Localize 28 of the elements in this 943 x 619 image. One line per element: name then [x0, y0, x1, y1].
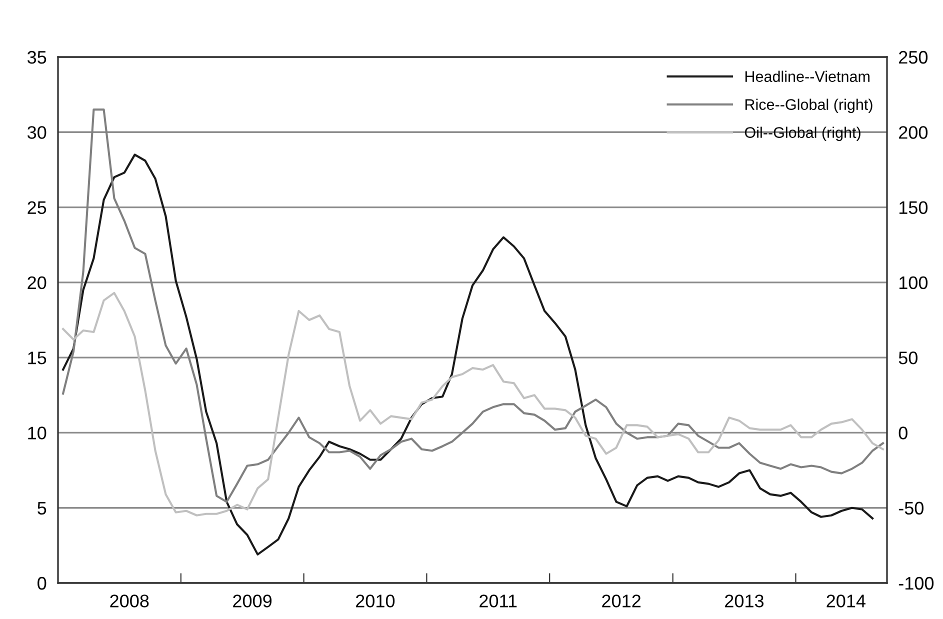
x-tick-label: 2010 [356, 594, 395, 608]
y-tick-label: 15 [28, 352, 46, 364]
line-series [62, 154, 874, 556]
line-series [62, 292, 884, 516]
y-tick-label: 0 [38, 576, 46, 590]
y-tick-label: 5 [38, 502, 46, 515]
x-tick-label: 2012 [602, 594, 641, 608]
y2-tick-label: 200 [899, 126, 928, 139]
y2-tick-label: -50 [898, 502, 924, 515]
y-tick-label: 10 [28, 426, 46, 440]
y2-tick-label: 50 [898, 352, 918, 364]
legend-label: Rice--Global (right) [745, 98, 872, 113]
x-tick-label: 2013 [725, 594, 764, 608]
y2-tick-label: 0 [898, 426, 908, 440]
y-tick-label: 35 [27, 50, 46, 64]
x-tick-label: 2009 [233, 594, 272, 608]
legend-label: Oil--Global (right) [744, 126, 860, 141]
y-tick-label: 30 [27, 126, 46, 139]
y2-tick-label: 250 [899, 50, 928, 64]
y2-tick-label: 100 [899, 276, 928, 290]
y2-tick-label: 150 [899, 201, 928, 214]
legend-label: Headline--Vietnam [745, 70, 870, 82]
x-tick-label: 2008 [110, 594, 149, 608]
x-tick-label: 2014 [826, 594, 866, 608]
y-tick-label: 20 [28, 276, 46, 290]
y2-tick-label: -100 [898, 576, 934, 590]
x-tick-label: 2011 [480, 594, 517, 608]
y-tick-label: 25 [28, 201, 46, 214]
